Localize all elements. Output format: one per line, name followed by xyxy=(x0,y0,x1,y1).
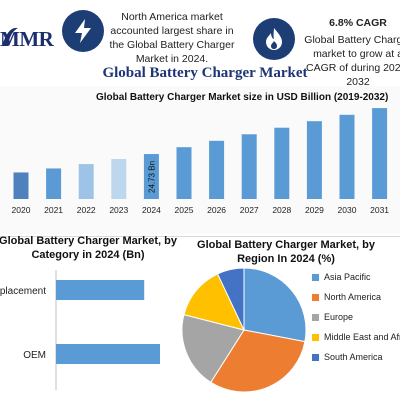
category-label-replacement: Replacement xyxy=(0,286,46,297)
legend-label-south-america: South America xyxy=(324,352,383,362)
legend-label-europe: Europe xyxy=(324,312,353,322)
region-pie-chart: Asia Pacific North America Europe Middle Ea… xyxy=(181,267,400,393)
cagr-title: 6.8% CAGR xyxy=(329,17,387,29)
legend-swatch-north-america xyxy=(312,294,319,301)
pie-slice-asia-pacific xyxy=(243,267,307,343)
pie-slice-europe xyxy=(181,313,245,384)
bar-2020 xyxy=(13,172,29,199)
bar-2026 xyxy=(209,140,225,199)
legend-label-asia-pacific: Asia Pacific xyxy=(324,272,371,282)
category-chart-title: Global Battery Charger Market, by Catego… xyxy=(0,235,177,261)
legend-label-middle-east-and-africa: Middle East and Africa xyxy=(324,332,400,342)
pie-slice-middle-east-and-africa xyxy=(183,273,245,331)
market-size-chart-panel xyxy=(0,86,400,234)
data-label-2024: 24.73 Bn xyxy=(147,161,156,193)
category-bar-oem xyxy=(56,344,160,364)
legend-swatch-middle-east-and-africa xyxy=(312,334,319,341)
legend-swatch-asia-pacific xyxy=(312,274,319,281)
bar-2025 xyxy=(176,147,192,199)
flame-icon xyxy=(253,18,295,60)
category-bar-replacement xyxy=(56,280,145,300)
bar-2030 xyxy=(339,114,355,199)
x-tick-2025: 2025 xyxy=(175,205,194,215)
x-tick-2029: 2029 xyxy=(305,205,324,215)
bar-2031 xyxy=(372,108,388,199)
pie-slice-south-america xyxy=(216,267,245,331)
x-tick-2022: 2022 xyxy=(77,205,96,215)
market-size-bar-chart: 2020 2021 2022 2023 2024 24.73 Bn 2025 2026 2027… xyxy=(12,108,389,215)
market-size-chart-title: Global Battery Charger Market size in US… xyxy=(96,92,389,103)
x-tick-2027: 2027 xyxy=(240,205,259,215)
bar-2029 xyxy=(306,121,322,199)
brand-logo: MMR xyxy=(0,27,54,51)
bar-2021 xyxy=(46,168,62,199)
region-chart-title: Global Battery Charger Market, by Region… xyxy=(197,239,375,265)
x-tick-2030: 2030 xyxy=(338,205,357,215)
bar-2024 xyxy=(143,154,159,199)
bar-2027 xyxy=(241,134,257,199)
x-tick-2021: 2021 xyxy=(44,205,63,215)
x-tick-2031: 2031 xyxy=(370,205,389,215)
x-tick-2023: 2023 xyxy=(109,205,128,215)
x-tick-2020: 2020 xyxy=(12,205,31,215)
legend-label-north-america: North America xyxy=(324,292,381,302)
bar-2023 xyxy=(111,159,127,199)
bar-2028 xyxy=(274,127,290,199)
legend-swatch-south-america xyxy=(312,354,319,361)
section-divider xyxy=(0,236,400,237)
category-bar-chart: Replacement OEM xyxy=(0,270,160,390)
x-tick-2026: 2026 xyxy=(207,205,226,215)
lightning-icon xyxy=(62,10,104,52)
mmr-logo-mark xyxy=(2,27,18,46)
bar-2022 xyxy=(78,164,94,199)
legend-swatch-europe xyxy=(312,314,319,321)
cagr-text: Global Battery Charger market to grow at… xyxy=(304,34,400,88)
info-north-america: North America market accounted largest s… xyxy=(109,11,235,65)
x-tick-2024: 2024 xyxy=(142,205,161,215)
category-label-oem: OEM xyxy=(23,350,46,361)
report-title: Global Battery Charger Market xyxy=(102,65,308,81)
x-tick-2028: 2028 xyxy=(272,205,291,215)
